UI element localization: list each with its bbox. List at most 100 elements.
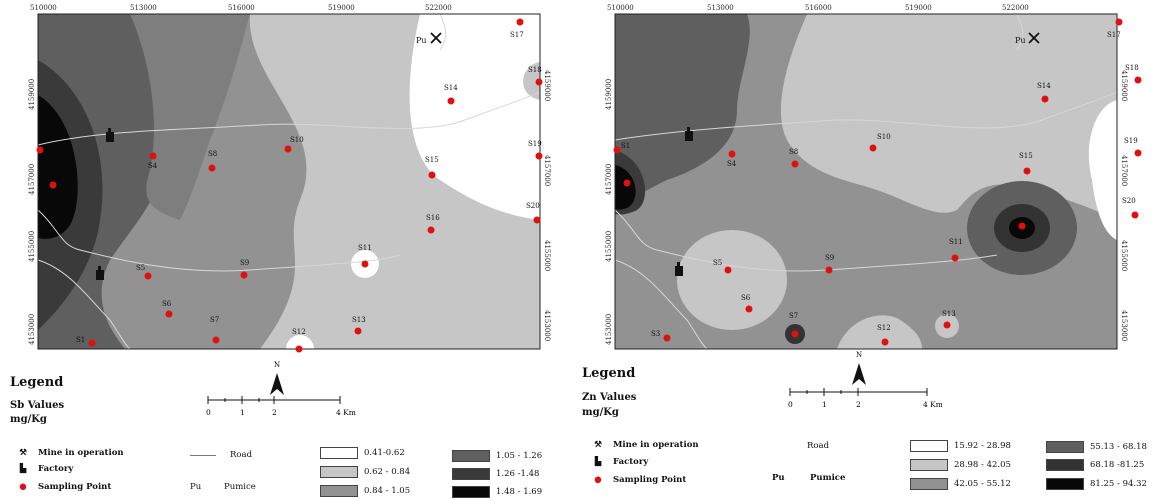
sampling-point <box>284 145 292 153</box>
sb-class-5: 1.26 -1.48 <box>452 468 539 480</box>
zn-class-1: 15.92 - 28.98 <box>910 440 1011 452</box>
sampling-point <box>728 150 736 158</box>
sb-left-tick-2: 4157000 <box>28 164 36 195</box>
sampling-point <box>428 171 436 179</box>
sb-scale-2: 2 <box>272 408 277 417</box>
sampling-point <box>427 226 435 234</box>
sampling-point <box>663 334 671 342</box>
zn-point-label: S7 <box>789 312 798 320</box>
sb-map: 510000 513000 516000 519000 522000 41590… <box>28 4 551 360</box>
zn-legend-subtitle: Zn Values <box>582 392 637 403</box>
sb-point-label: S20 <box>526 202 540 210</box>
sampling-point <box>144 272 152 280</box>
zn-point-label: S17 <box>1107 31 1121 39</box>
sb-north-label: N <box>274 361 280 369</box>
mine-icon: ⚒ <box>19 448 27 458</box>
sampling-point <box>1041 95 1049 103</box>
sb-left-tick-3: 4155000 <box>28 231 36 262</box>
sb-point-label: S9 <box>240 259 249 267</box>
sampling-point <box>791 330 799 338</box>
sampling-point <box>361 260 369 268</box>
zn-legend-pumice: Pu Pumice <box>772 473 846 483</box>
north-arrow-icon <box>270 373 284 395</box>
sb-class-3: 0.84 - 1.05 <box>320 485 410 497</box>
sampling-point <box>295 345 303 353</box>
sb-left-tick-4: 4153000 <box>28 314 36 345</box>
sb-top-tick-3: 516000 <box>228 4 255 12</box>
sampling-point <box>1115 18 1123 26</box>
sb-point-label: S17 <box>510 31 524 39</box>
sb-point-label: S4 <box>148 162 158 170</box>
sb-point-label: S6 <box>162 300 172 308</box>
zn-legend-factory: ▙ Factory <box>589 457 649 467</box>
zn-point-label: S3 <box>651 330 660 338</box>
sb-class-2: 0.62 - 0.84 <box>320 466 410 478</box>
factory-icon <box>675 262 683 276</box>
zn-pumice-label: Pu <box>1015 36 1026 45</box>
sampling-point <box>1134 149 1142 157</box>
zn-zone-white-east <box>1088 100 1117 240</box>
sampling-point <box>240 271 248 279</box>
sampling-point <box>1023 167 1031 175</box>
mine-icon <box>1028 32 1040 44</box>
zn-point-label: S8 <box>789 148 798 156</box>
zn-map-panel: 510000 513000 516000 519000 522000 41590… <box>577 0 1154 500</box>
sampling-point <box>951 254 959 262</box>
sampling-point-icon: ● <box>19 482 27 492</box>
sampling-point-icon: ● <box>594 475 602 485</box>
sampling-point <box>869 144 877 152</box>
zn-class-5: 68.18 -81.25 <box>1046 459 1144 471</box>
zn-legend-title: Legend <box>582 366 636 381</box>
zn-point-label: S18 <box>1125 64 1139 72</box>
sampling-point <box>212 336 220 344</box>
sb-point-label: S11 <box>358 244 372 252</box>
sb-legend-pumice: Pu Pumice <box>190 482 256 492</box>
sb-scale-4: 4 Km <box>336 408 356 417</box>
zn-top-tick-2: 513000 <box>707 4 734 12</box>
zn-left-tick-3: 4155000 <box>605 231 613 262</box>
zn-zone-light-south <box>837 315 922 349</box>
sb-top-tick-2: 513000 <box>130 4 157 12</box>
sampling-point <box>881 338 889 346</box>
sb-right-tick-3: 4155000 <box>543 240 551 271</box>
sb-scale-1: 1 <box>240 408 245 417</box>
zn-point-label: S4 <box>727 160 737 168</box>
zn-zone-darkest-west <box>615 165 636 210</box>
sb-pumice-label: Pu <box>416 36 427 45</box>
zn-right-tick-4: 4153000 <box>1120 310 1128 341</box>
sampling-point <box>354 327 362 335</box>
sb-point-label: S13 <box>352 316 366 324</box>
sb-legend-title: Legend <box>10 375 64 390</box>
zn-right-tick-3: 4155000 <box>1120 240 1128 271</box>
sampling-point <box>88 339 96 347</box>
factory-icon: ▙ <box>19 464 27 474</box>
zn-zone-white-top <box>957 14 1117 82</box>
sampling-point <box>745 305 753 313</box>
sb-zone-white-right <box>523 62 540 100</box>
sampling-point <box>447 97 455 105</box>
zn-legend-mine: ⚒ Mine in operation <box>589 440 698 450</box>
zn-point-label: S19 <box>1124 137 1138 145</box>
sb-point-label: S19 <box>528 140 542 148</box>
zn-class-2: 28.98 - 42.05 <box>910 459 1011 471</box>
sb-point-label: S12 <box>292 328 306 336</box>
zn-point-label: S11 <box>949 238 963 246</box>
zn-point-label: S6 <box>741 294 751 302</box>
zn-right-tick-1: 4159000 <box>1120 70 1128 101</box>
zn-map: 510000 513000 516000 519000 522000 41590… <box>605 4 1142 360</box>
sb-right-tick-4: 4153000 <box>543 310 551 341</box>
zn-point-label: S5 <box>713 259 722 267</box>
zn-left-tick-4: 4153000 <box>605 314 613 345</box>
zn-top-tick-3: 516000 <box>805 4 832 12</box>
sb-point-label: S16 <box>426 214 440 222</box>
sb-point-label: S7 <box>210 316 219 324</box>
north-arrow-icon <box>852 363 866 385</box>
zn-right-tick-2: 4157000 <box>1120 155 1128 186</box>
sb-point-label: S10 <box>290 136 304 144</box>
sampling-point <box>208 164 216 172</box>
zn-zone-dark-west <box>615 14 750 210</box>
sampling-point <box>825 266 833 274</box>
zn-class-3: 42.05 - 55.12 <box>910 478 1011 490</box>
zn-left-tick-1: 4159000 <box>605 79 613 110</box>
mine-icon <box>430 32 442 44</box>
